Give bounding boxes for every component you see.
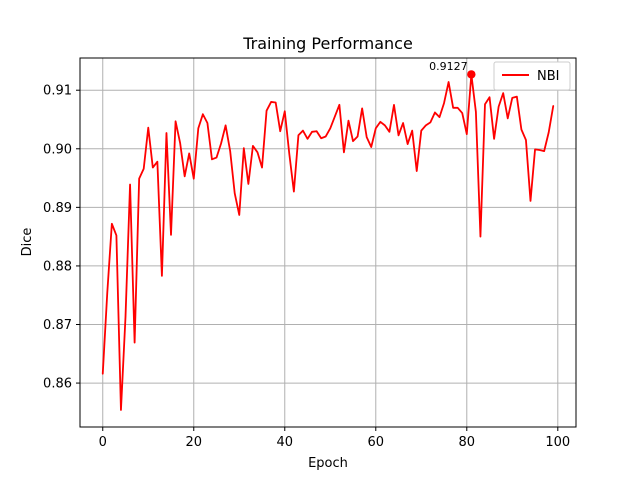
axis-ticks: [76, 89, 559, 431]
x-tick-label: 100: [545, 435, 570, 450]
y-tick-label: 0.86: [43, 377, 72, 392]
x-axis-label: Epoch: [308, 456, 348, 471]
y-tick-label: 0.87: [43, 318, 72, 333]
y-tick-label: 0.90: [43, 142, 72, 157]
annotation-layer: 0.9127: [429, 60, 476, 79]
x-tick-label: 20: [185, 435, 202, 450]
y-tick-label: 0.88: [43, 259, 72, 274]
series-line-nbi: [101, 73, 555, 411]
x-tick-label: 80: [459, 435, 476, 450]
tick-labels: 0 20 40 60 80 100 0.86 0.87 0.88 0.89 0.90 0.91: [43, 84, 570, 450]
y-axis-label: Dice: [20, 228, 35, 257]
legend-label-nbi: NBI: [537, 69, 559, 84]
best-point-marker: [467, 70, 476, 79]
plot-frame: [79, 57, 577, 428]
x-tick-label: 0: [99, 435, 107, 450]
legend-box: [493, 61, 571, 91]
x-tick-label: 40: [276, 435, 293, 450]
y-tick-label: 0.89: [43, 201, 72, 216]
y-tick-label: 0.91: [43, 84, 72, 99]
chart-title: Training Performance: [242, 34, 413, 53]
best-point-label: 0.9127: [429, 60, 468, 73]
plot-series-layer: [101, 73, 555, 411]
legend: NBI: [493, 61, 571, 91]
x-tick-label: 60: [368, 435, 385, 450]
